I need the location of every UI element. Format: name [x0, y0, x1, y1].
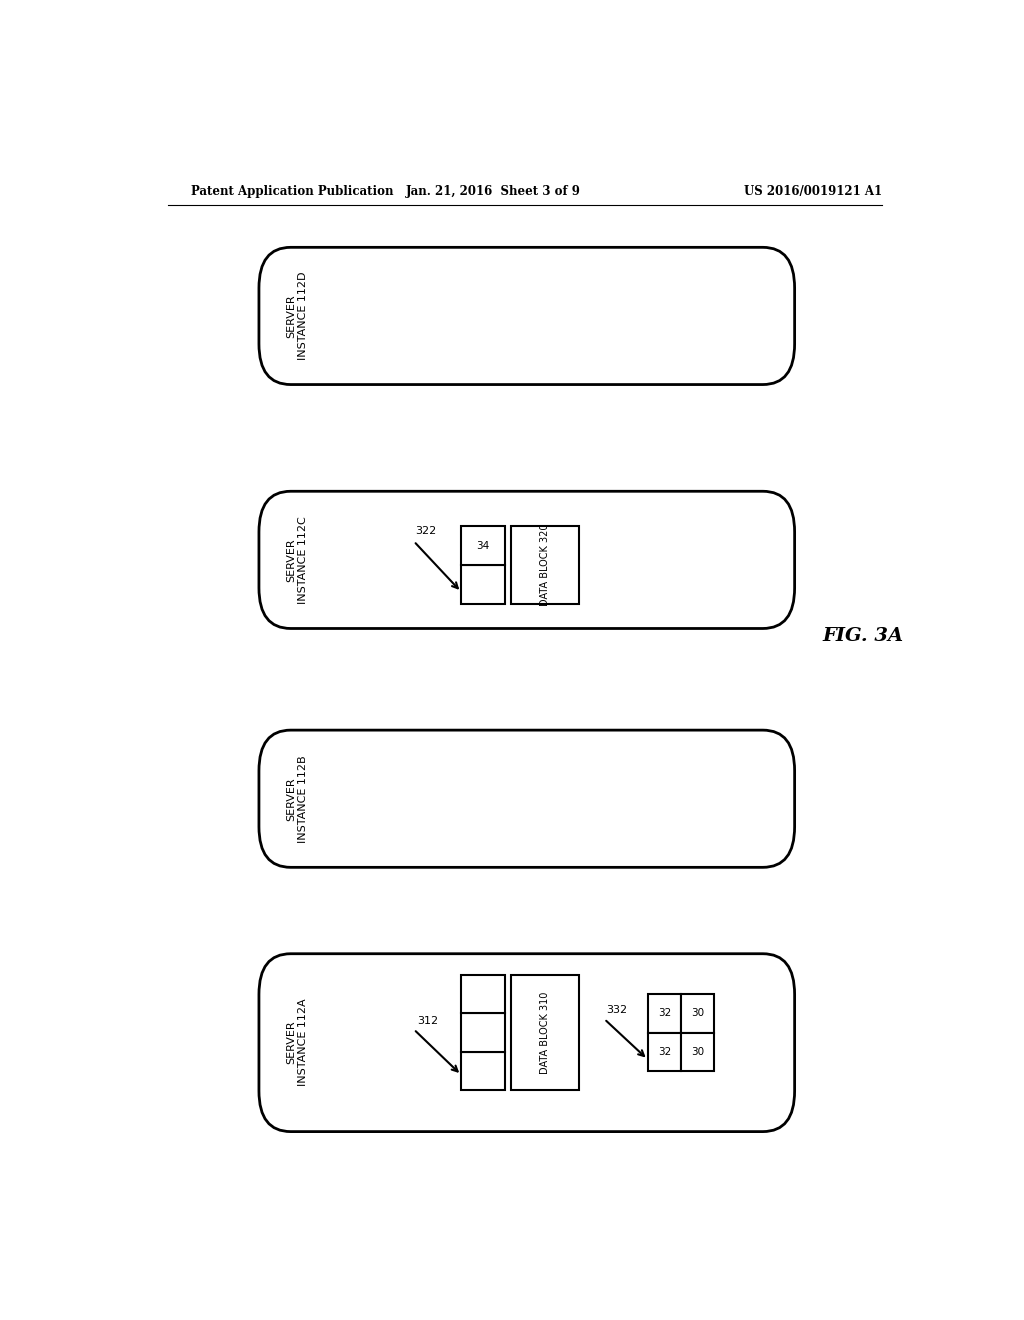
Text: 312: 312 [418, 1016, 439, 1026]
Bar [461, 565, 505, 603]
Bar [461, 974, 505, 1014]
Bar [511, 974, 579, 1090]
Text: Patent Application Publication: Patent Application Publication [191, 185, 394, 198]
FancyBboxPatch shape [259, 730, 795, 867]
Text: Jan. 21, 2016  Sheet 3 of 9: Jan. 21, 2016 Sheet 3 of 9 [406, 185, 581, 198]
Text: SERVER
INSTANCE 112A: SERVER INSTANCE 112A [287, 999, 308, 1086]
Text: SERVER
INSTANCE 112B: SERVER INSTANCE 112B [287, 755, 308, 842]
Text: 30: 30 [691, 1008, 705, 1018]
Text: 322: 322 [416, 527, 436, 536]
Bar [461, 527, 505, 565]
Text: 32: 32 [657, 1047, 671, 1057]
FancyBboxPatch shape [259, 954, 795, 1131]
Bar [461, 1052, 505, 1090]
Text: 32: 32 [657, 1008, 671, 1018]
Bar [681, 1032, 715, 1071]
Bar [681, 994, 715, 1032]
Bar [511, 527, 579, 603]
Bar [648, 994, 681, 1032]
Text: 34: 34 [476, 541, 489, 550]
Text: DATA BLOCK 320: DATA BLOCK 320 [540, 524, 550, 606]
Text: FIG. 3A: FIG. 3A [822, 627, 903, 645]
Text: SERVER
INSTANCE 112C: SERVER INSTANCE 112C [287, 516, 308, 603]
FancyBboxPatch shape [259, 491, 795, 628]
Bar [648, 1032, 681, 1071]
Text: DATA BLOCK 310: DATA BLOCK 310 [540, 991, 550, 1073]
FancyBboxPatch shape [259, 247, 795, 384]
Text: 30: 30 [691, 1047, 705, 1057]
Text: SERVER
INSTANCE 112D: SERVER INSTANCE 112D [287, 272, 308, 360]
Text: 332: 332 [606, 1005, 628, 1015]
Bar [461, 1014, 505, 1052]
Text: US 2016/0019121 A1: US 2016/0019121 A1 [743, 185, 882, 198]
